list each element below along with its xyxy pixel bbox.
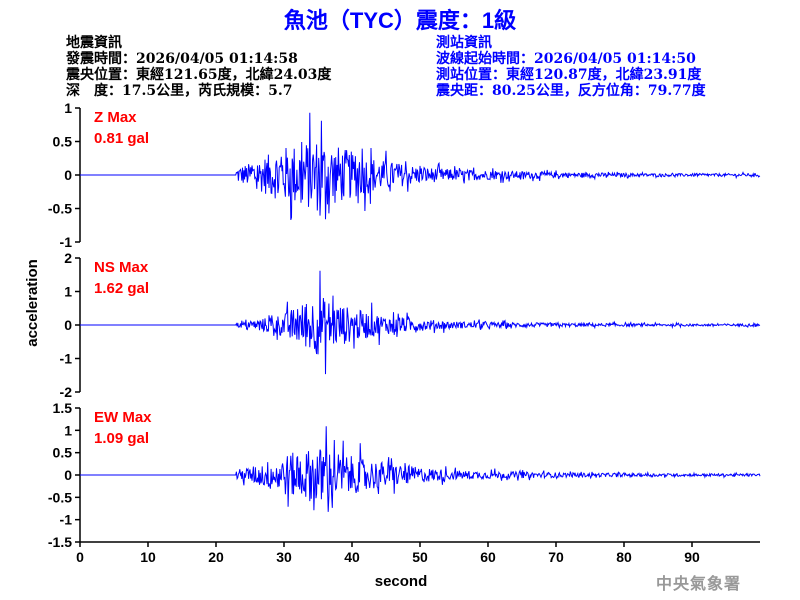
panel-max-value: 1.62 gal	[94, 280, 149, 297]
x-tick-label: 90	[684, 549, 700, 565]
y-tick-label: 0	[64, 467, 72, 483]
epicenter: 震央位置：東經121.65度，北緯24.03度	[66, 67, 332, 83]
y-tick-label: 1	[64, 422, 72, 438]
chart-title: 魚池（TYC）震度：1級	[283, 8, 517, 33]
y-tick-label: -1.5	[48, 534, 72, 550]
panel-label: Z Max	[94, 109, 137, 126]
x-tick-label: 60	[480, 549, 496, 565]
waveform-trace	[80, 426, 761, 512]
waveform-trace	[80, 270, 761, 375]
x-axis-label: second	[375, 573, 428, 590]
y-axis-label: acceleration	[24, 259, 41, 347]
earthquake-info-heading: 地震資訊	[66, 35, 122, 51]
y-tick-label: 1	[64, 284, 72, 300]
x-tick-label: 20	[208, 549, 224, 565]
epicentral-distance: 震央距：80.25公里，反方位角：79.77度	[436, 83, 706, 99]
y-tick-label: -2	[60, 384, 73, 400]
x-tick-label: 40	[344, 549, 360, 565]
y-tick-label: -0.5	[48, 201, 72, 217]
x-tick-label: 80	[616, 549, 632, 565]
x-tick-label: 10	[140, 549, 156, 565]
panel-label: NS Max	[94, 259, 149, 276]
y-tick-label: 0.5	[53, 445, 73, 461]
y-tick-label: 0	[64, 167, 72, 183]
depth-magnitude: 深 度：17.5公里，芮氏規模：5.7	[66, 83, 293, 99]
origin-time: 發震時間：2026/04/05 01:14:58	[66, 51, 298, 67]
y-tick-label: 2	[64, 250, 72, 266]
watermark: 中央氣象署	[656, 574, 742, 593]
panel-max-value: 1.09 gal	[94, 430, 149, 447]
panel-max-value: 0.81 gal	[94, 130, 149, 147]
earthquake-info: 地震資訊 發震時間：2026/04/05 01:14:58 震央位置：東經121.6…	[66, 35, 331, 99]
y-tick-label: -1	[60, 512, 73, 528]
panel-label: EW Max	[94, 409, 152, 426]
y-tick-label: 0.5	[53, 134, 73, 150]
x-tick-label: 30	[276, 549, 292, 565]
y-tick-label: -1	[60, 351, 73, 367]
y-tick-label: 1	[64, 100, 72, 116]
y-tick-label: 1.5	[53, 400, 73, 416]
station-info: 測站資訊 波線起始時間：2026/04/05 01:14:50 測站位置：東經120…	[436, 35, 706, 99]
y-tick-label: -1	[60, 234, 73, 250]
x-tick-label: 70	[548, 549, 564, 565]
y-tick-label: -0.5	[48, 489, 72, 505]
waveform-trace	[80, 112, 761, 221]
station-location: 測站位置：東經120.87度，北緯23.91度	[436, 67, 702, 83]
x-tick-label: 0	[76, 549, 84, 565]
station-info-heading: 測站資訊	[436, 35, 492, 51]
start-time: 波線起始時間：2026/04/05 01:14:50	[436, 51, 696, 67]
x-tick-label: 50	[412, 549, 428, 565]
y-tick-label: 0	[64, 317, 72, 333]
